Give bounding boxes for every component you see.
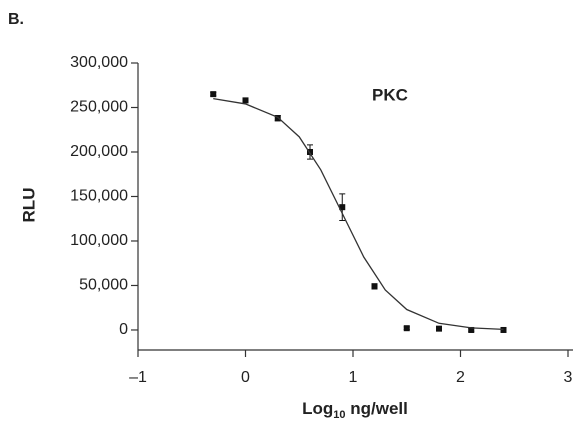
- y-axis-label: RLU: [19, 188, 38, 223]
- x-tick-label: 1: [349, 369, 358, 386]
- data-point: [436, 325, 442, 332]
- data-point: [500, 326, 507, 333]
- y-tick-label: 200,000: [70, 143, 128, 160]
- data-point: [339, 204, 346, 211]
- x-tick-label: 2: [456, 369, 465, 386]
- data-point: [468, 326, 475, 333]
- data-point: [274, 115, 281, 122]
- x-label-sub: 10: [333, 409, 345, 421]
- x-label-base: Log: [302, 399, 333, 418]
- x-tick-label: 0: [241, 369, 250, 386]
- x-axis-label: Log10 ng/well: [302, 399, 408, 420]
- data-point: [403, 325, 410, 332]
- y-tick-label: 150,000: [70, 188, 128, 205]
- y-tick-label: 100,000: [70, 232, 128, 249]
- y-tick-label: 300,000: [70, 54, 128, 71]
- fit-curve: [213, 97, 504, 330]
- data-point: [210, 91, 217, 98]
- annotation: PKC: [372, 85, 408, 104]
- panel-label: B.: [8, 11, 24, 28]
- data-point: [307, 148, 313, 155]
- data-point: [371, 283, 378, 290]
- x-label-rest: ng/well: [346, 399, 408, 418]
- y-tick-label: 250,000: [70, 99, 128, 116]
- y-tick-label: 50,000: [79, 277, 128, 294]
- y-tick-label: 0: [119, 321, 128, 338]
- x-tick-label: 3: [564, 369, 573, 386]
- data-point: [242, 97, 249, 104]
- x-tick-label: –1: [129, 369, 147, 386]
